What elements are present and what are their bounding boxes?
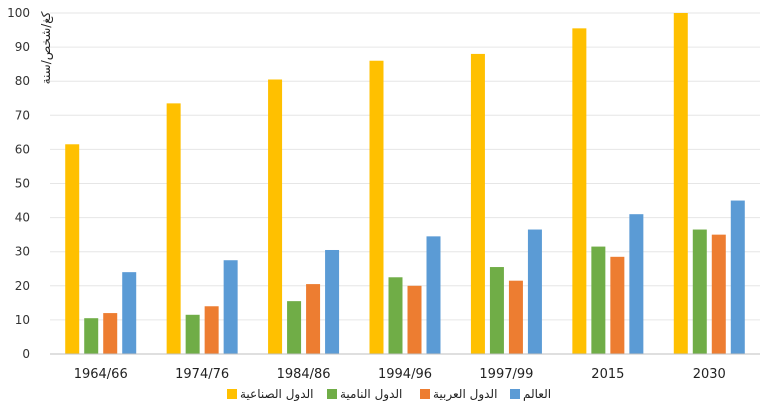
bar bbox=[287, 301, 302, 354]
y-tick-label: 30 bbox=[15, 245, 30, 259]
bar bbox=[470, 53, 485, 355]
bar bbox=[489, 267, 504, 354]
bar bbox=[572, 28, 587, 354]
bar bbox=[527, 229, 542, 354]
y-tick-label: 90 bbox=[15, 40, 30, 54]
x-tick-label: 1984/86 bbox=[277, 367, 331, 382]
x-axis-ticks: 1964/66 1974/76 1984/86 1994/96 1997/99 2015 2… bbox=[74, 367, 726, 382]
legend: الدول الصناعية الدول النامية الدول العربية… bbox=[227, 387, 551, 402]
x-tick-label: 1994/96 bbox=[378, 367, 432, 382]
bar bbox=[730, 200, 745, 354]
x-tick-label: 2030 bbox=[693, 367, 726, 382]
bar bbox=[369, 60, 384, 355]
legend-swatch bbox=[227, 389, 237, 399]
bar bbox=[103, 313, 118, 354]
bar bbox=[388, 277, 403, 354]
y-axis-label: كغ/شخص/سنة bbox=[39, 11, 54, 84]
y-tick-label: 0 bbox=[22, 347, 30, 361]
bar bbox=[204, 306, 219, 354]
legend-swatch bbox=[327, 389, 337, 399]
bar bbox=[610, 256, 625, 354]
x-tick-label: 1974/76 bbox=[175, 367, 229, 382]
y-tick-label: 50 bbox=[15, 177, 30, 191]
bar bbox=[673, 13, 688, 354]
legend-swatch bbox=[510, 389, 520, 399]
legend-label: الدول الصناعية bbox=[240, 387, 314, 402]
x-tick-label: 1964/66 bbox=[74, 367, 128, 382]
bar bbox=[223, 260, 238, 354]
bar bbox=[591, 246, 606, 354]
y-tick-label: 10 bbox=[15, 313, 30, 327]
gridlines bbox=[50, 12, 760, 321]
y-tick-label: 20 bbox=[15, 279, 30, 293]
bar bbox=[306, 284, 321, 354]
bar bbox=[185, 314, 200, 354]
y-tick-label: 70 bbox=[15, 108, 30, 122]
bar bbox=[268, 79, 283, 355]
legend-label: العالم bbox=[523, 387, 551, 401]
bar bbox=[65, 144, 80, 354]
legend-label: الدول العربية bbox=[433, 387, 497, 402]
y-tick-label: 60 bbox=[15, 142, 30, 156]
y-tick-label: 80 bbox=[15, 74, 30, 88]
bar bbox=[711, 234, 726, 354]
y-tick-label: 100 bbox=[7, 6, 30, 20]
y-axis-ticks: 0 10 20 30 40 50 60 70 80 90 100 bbox=[7, 6, 30, 361]
bar bbox=[692, 229, 707, 354]
bar bbox=[629, 214, 644, 354]
y-tick-label: 40 bbox=[15, 211, 30, 225]
legend-label: الدول النامية bbox=[340, 387, 402, 402]
x-tick-label: 2015 bbox=[591, 367, 624, 382]
bar bbox=[508, 280, 523, 354]
bar bbox=[407, 285, 422, 354]
bar bbox=[84, 318, 99, 354]
bar bbox=[426, 236, 441, 354]
bar bbox=[166, 103, 181, 355]
bar-series bbox=[65, 13, 745, 355]
x-tick-label: 1997/99 bbox=[479, 367, 533, 382]
legend-swatch bbox=[420, 389, 430, 399]
bar bbox=[122, 272, 137, 354]
bar bbox=[325, 249, 340, 354]
